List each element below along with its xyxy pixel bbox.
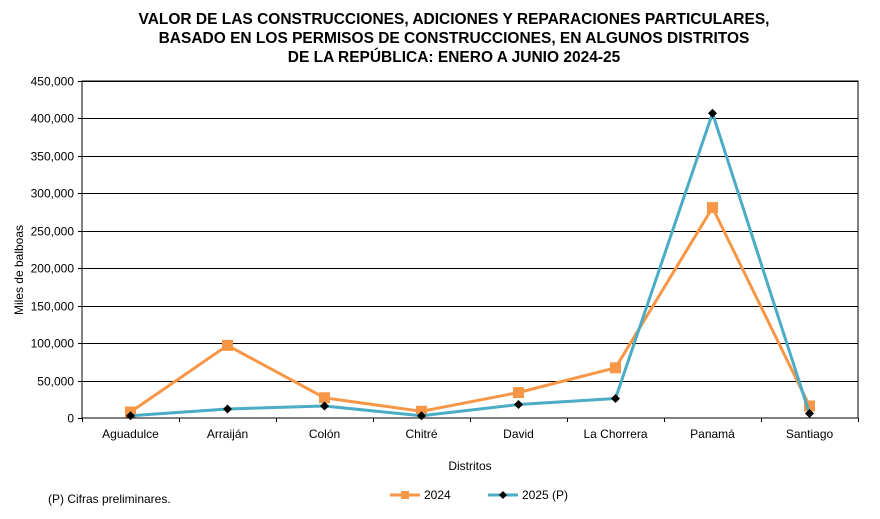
data-point: [417, 411, 426, 421]
series-line-1: [130, 111, 811, 418]
y-tick-label: 200,000: [31, 262, 75, 276]
legend-swatch-2025: [488, 491, 518, 499]
data-point: [513, 387, 524, 399]
x-tick-label: La Chorrera: [583, 427, 647, 441]
y-tick-label: 0: [67, 412, 74, 426]
y-tick-label: 300,000: [31, 187, 75, 201]
x-tick-label: Colón: [309, 427, 340, 441]
x-tick-label: Santiago: [786, 427, 834, 441]
legend-label-2024: 2024: [424, 488, 451, 502]
chart-title-line-1: VALOR DE LAS CONSTRUCCIONES, ADICIONES Y…: [138, 11, 770, 28]
x-tick-label: David: [503, 427, 534, 441]
footnote: (P) Cifras preliminares.: [48, 492, 171, 506]
data-point: [222, 339, 233, 351]
legend-label-2025: 2025 (P): [522, 488, 569, 502]
series-line-0: [129, 206, 811, 414]
x-tick-label: Panamá: [690, 427, 735, 441]
data-point: [805, 409, 814, 419]
chart-title: VALOR DE LAS CONSTRUCCIONES, ADICIONES Y…: [0, 10, 880, 67]
legend-item-2024: 2024: [390, 486, 451, 504]
x-tick-label: Arraiján: [207, 427, 248, 441]
y-tick-label: 400,000: [31, 112, 75, 126]
data-point: [708, 108, 717, 118]
legend-item-2025: 2025 (P): [488, 486, 568, 504]
plot-frame: [81, 80, 859, 419]
chart-title-line-2: BASADO EN LOS PERMISOS DE CONSTRUCCIONES…: [158, 30, 750, 47]
data-point: [223, 404, 232, 414]
x-axis-title: Distritos: [448, 459, 492, 473]
data-point: [126, 411, 135, 421]
x-tick-label: Chitré: [405, 427, 437, 441]
chart-title-line-3: DE LA REPÚBLICA: ENERO A JUNIO 2024-25: [287, 49, 621, 66]
data-point: [707, 202, 718, 214]
data-point: [514, 400, 523, 410]
data-point: [804, 400, 815, 412]
data-point: [319, 392, 330, 404]
y-tick-label: 50,000: [37, 375, 74, 389]
x-tick-label: Aguadulce: [102, 427, 159, 441]
y-tick-label: 450,000: [31, 75, 75, 89]
data-point: [610, 362, 621, 374]
y-tick-label: 250,000: [31, 225, 75, 239]
y-tick-label: 100,000: [31, 337, 75, 351]
y-tick-label: 150,000: [31, 300, 75, 314]
data-point: [611, 394, 620, 404]
y-tick-label: 350,000: [31, 150, 75, 164]
data-point: [320, 401, 329, 411]
legend-swatch-2024: [390, 491, 420, 499]
